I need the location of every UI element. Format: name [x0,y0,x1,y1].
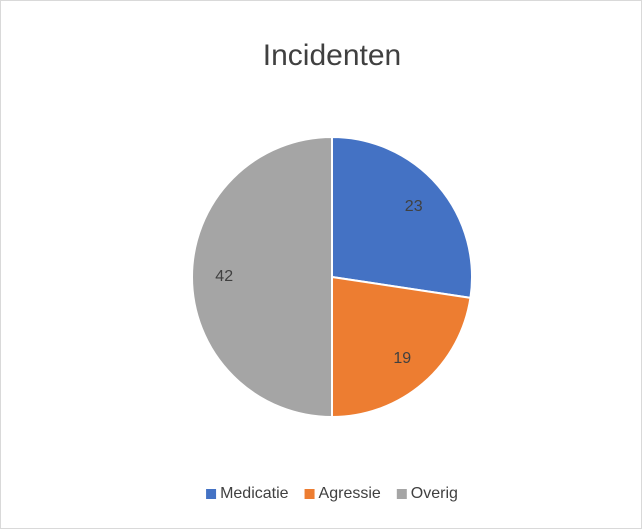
legend-swatch [396,489,407,499]
data-label: 23 [405,198,423,215]
pie-slice [331,275,472,419]
pie-slice [191,135,333,419]
chart-title: Incidenten [263,39,401,72]
pie-slice [331,135,473,300]
legend-label: Medicatie [220,485,289,502]
legend-label: Agressie [319,485,381,502]
data-label: 42 [215,268,233,285]
legend-swatch [206,489,217,499]
legend-label: Overig [411,485,458,502]
legend-swatch [304,489,315,499]
data-label: 19 [393,350,411,367]
